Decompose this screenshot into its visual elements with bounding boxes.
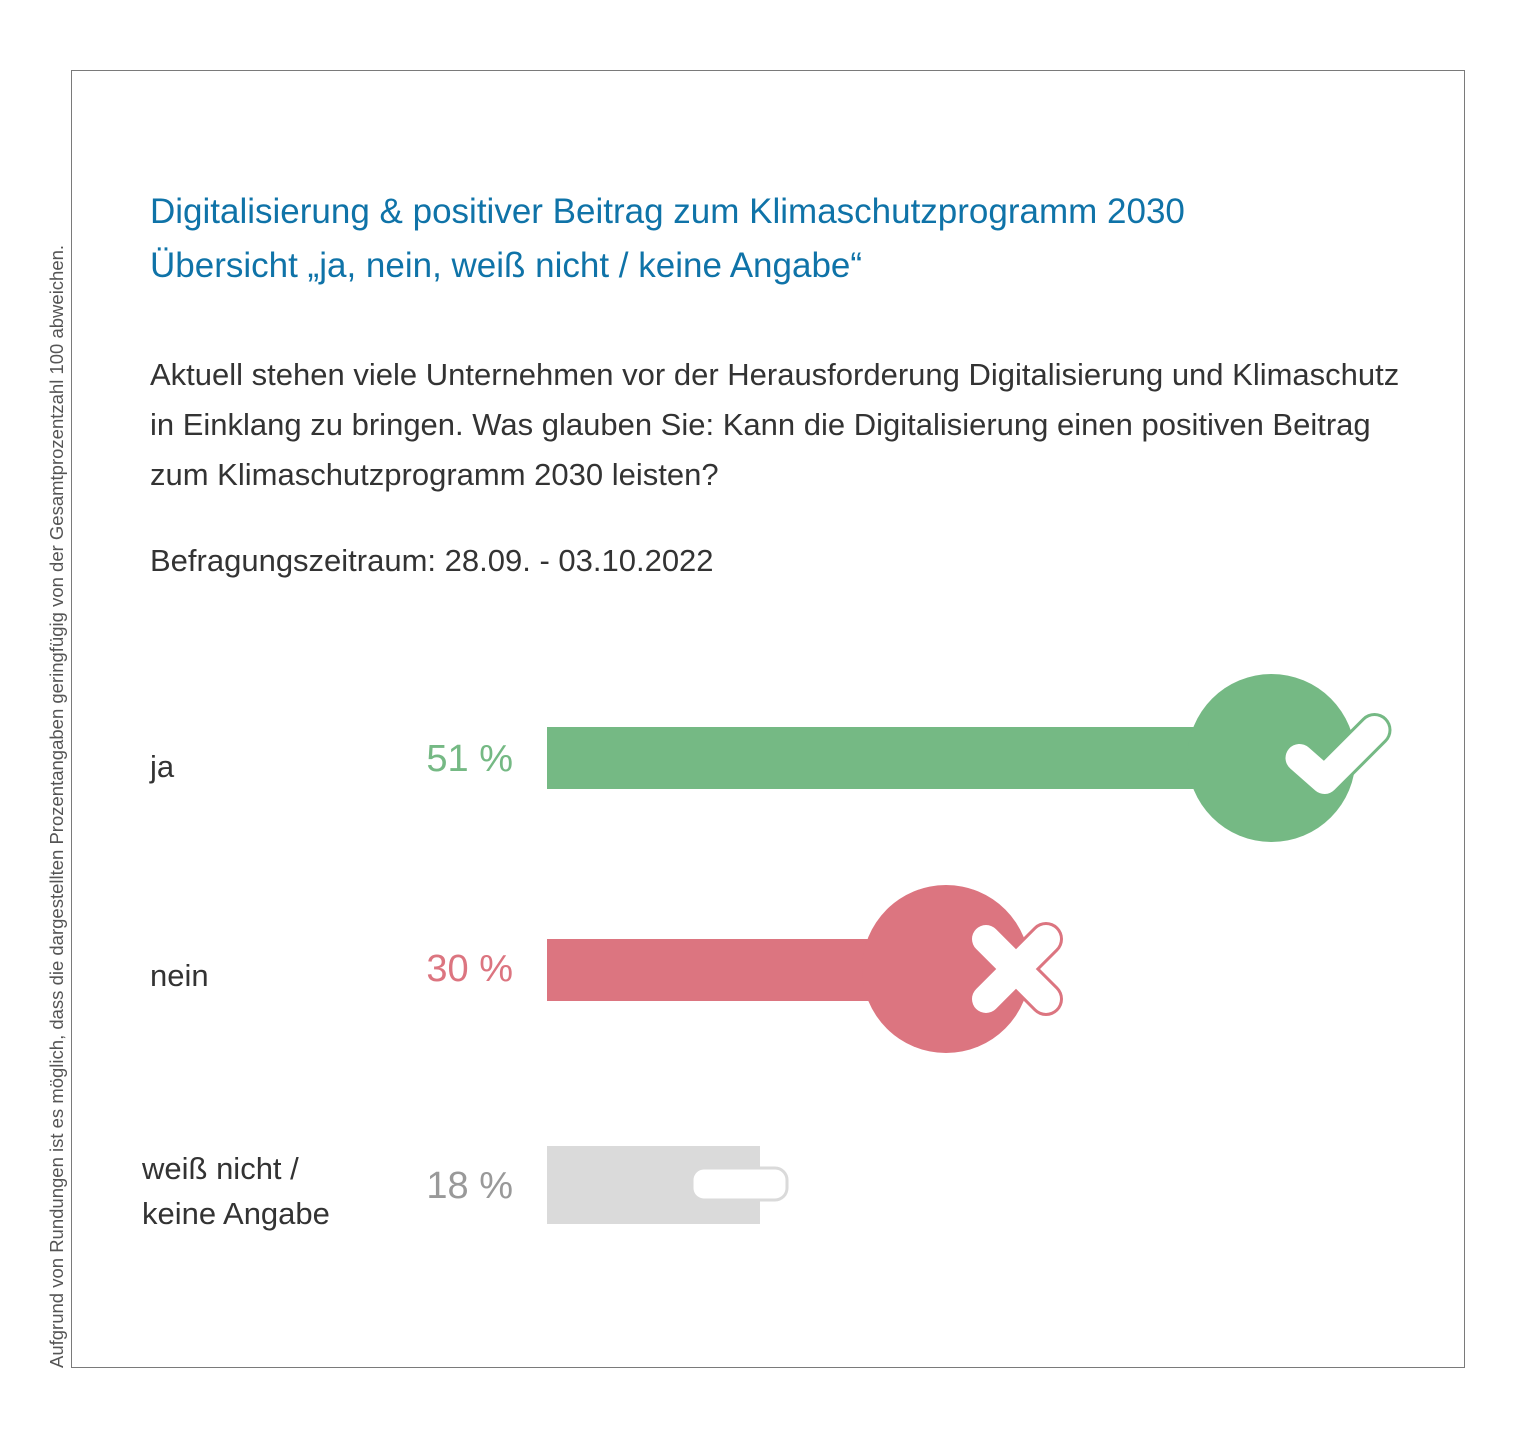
chart-subtitle: Übersicht „ja, nein, weiß nicht / keine … (150, 246, 863, 285)
value-label-nein: 30 % (426, 948, 513, 990)
survey-question: Aktuell stehen viele Unternehmen vor der… (150, 357, 1400, 492)
bar-end-circle-ja (1187, 674, 1356, 842)
chart-title: Digitalisierung & positiver Beitrag zum … (150, 192, 1185, 231)
category-label-unknown: weiß nicht / keine Angabe (142, 1151, 330, 1231)
chart-frame (71, 70, 1465, 1368)
value-label-unknown: 18 % (426, 1165, 513, 1207)
bar-ja (547, 727, 1272, 789)
category-label-ja: ja (150, 749, 175, 784)
category-label-nein: nein (150, 958, 209, 993)
value-label-ja: 51 % (426, 738, 513, 780)
cross-icon (972, 925, 1060, 1013)
survey-period: Befragungszeitraum: 28.09. - 03.10.2022 (150, 543, 714, 578)
dash-icon (690, 1166, 789, 1202)
check-icon (1285, 716, 1389, 794)
